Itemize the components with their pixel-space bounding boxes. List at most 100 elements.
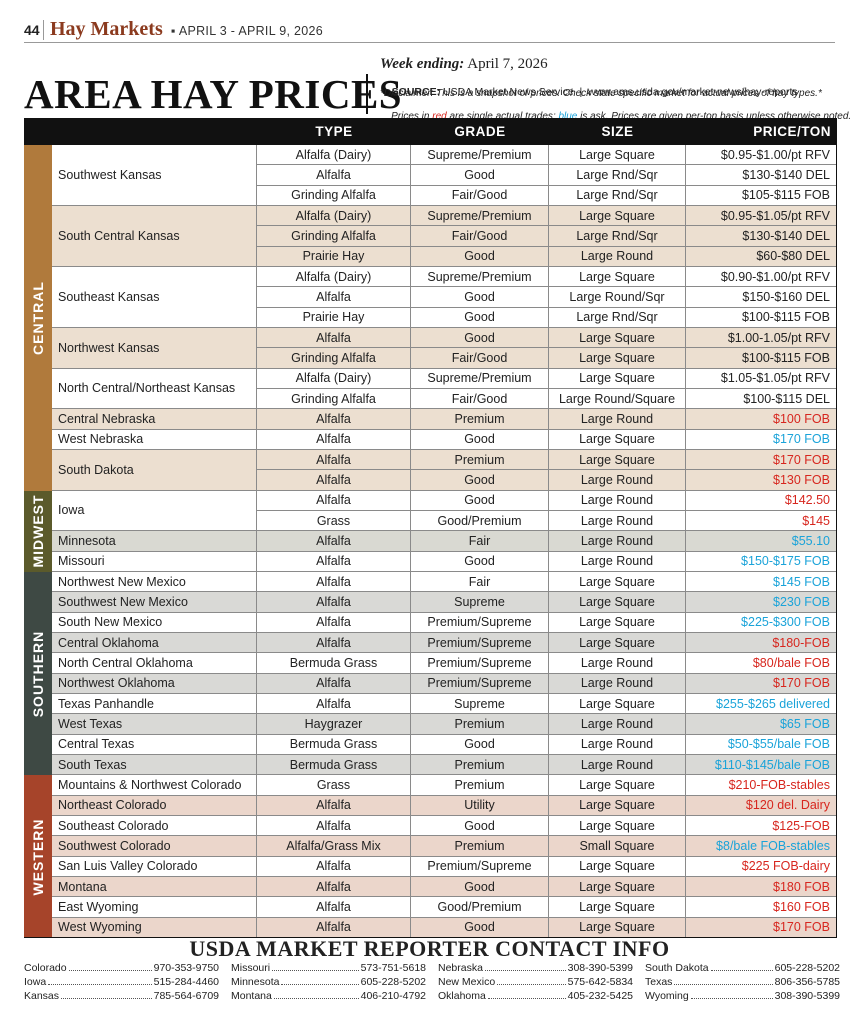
size: Large Square [549, 449, 686, 471]
week-ending: Week ending: April 7, 2026 [380, 56, 548, 73]
size: Large Square [549, 897, 686, 918]
type: Alfalfa [257, 815, 411, 837]
contact: Wyoming 308-390-5399 [645, 990, 840, 1002]
location: South Dakota [52, 449, 257, 491]
grade: Premium [411, 754, 549, 776]
type: Alfalfa [257, 287, 411, 308]
column-header: GRADE [454, 124, 506, 139]
price: $255-$265 delivered [686, 693, 837, 715]
type: Alfalfa [257, 612, 411, 633]
grade: Premium [411, 714, 549, 735]
contact: New Mexico 575-642-5834 [438, 976, 633, 988]
issue-dates: ▪ APRIL 3 - APRIL 9, 2026 [171, 24, 324, 38]
size: Large Square [549, 612, 686, 633]
size: Large Square [549, 429, 686, 450]
contact-state: Colorado [24, 962, 67, 974]
grade: Supreme/Premium [411, 145, 549, 166]
price: $170 FOB [686, 673, 837, 694]
price: $80/bale FOB [686, 653, 837, 674]
size: Large Square [549, 327, 686, 349]
grade: Fair/Good [411, 185, 549, 206]
contact: Minnesota 605-228-5202 [231, 976, 426, 988]
price: $125-FOB [686, 815, 837, 837]
contact: Kansas 785-564-6709 [24, 990, 219, 1002]
leader [61, 990, 152, 999]
grade: Good [411, 551, 549, 572]
price: $0.90-$1.00/pt RFV [686, 266, 837, 288]
price: $142.50 [686, 490, 837, 511]
price: $65 FOB [686, 714, 837, 735]
type: Alfalfa [257, 409, 411, 430]
grade: Premium/Supreme [411, 612, 549, 633]
grade: Premium [411, 775, 549, 796]
size: Large Square [549, 856, 686, 877]
type: Alfalfa [257, 449, 411, 471]
leader [484, 962, 566, 971]
disclaimer: *Disclaimer: This is a snapshot of price… [380, 88, 822, 99]
leader [497, 976, 566, 985]
type: Alfalfa [257, 632, 411, 654]
price: $100 FOB [686, 409, 837, 430]
type: Grinding Alfalfa [257, 388, 411, 410]
price: $1.05-$1.05/pt RFV [686, 368, 837, 389]
type: Prairie Hay [257, 246, 411, 267]
grade: Good/Premium [411, 510, 549, 532]
size: Small Square [549, 836, 686, 857]
contact: Texas 806-356-5785 [645, 976, 840, 988]
contacts-title: USDA MARKET REPORTER CONTACT INFO [189, 936, 670, 961]
type: Alfalfa [257, 673, 411, 694]
price: $230 FOB [686, 592, 837, 613]
type: Alfalfa [257, 470, 411, 491]
location: Northwest New Mexico [52, 571, 257, 593]
type: Alfalfa [257, 327, 411, 349]
contact-phone: 605-228-5202 [360, 976, 426, 988]
location: South Texas [52, 754, 257, 776]
price: $210-FOB-stables [686, 775, 837, 796]
size: Large Round/Sqr [549, 287, 686, 308]
type: Alfalfa (Dairy) [257, 266, 411, 288]
source-label: SOURCE: [391, 86, 441, 98]
region-band [24, 571, 52, 776]
type: Alfalfa [257, 429, 411, 450]
size: Large Round [549, 246, 686, 267]
contact-phone: 575-642-5834 [567, 976, 633, 988]
location: Southwest New Mexico [52, 592, 257, 613]
contact-state: Missouri [231, 962, 271, 974]
size: Large Square [549, 145, 686, 166]
type: Alfalfa [257, 165, 411, 186]
contact: Missouri 573-751-5618 [231, 962, 426, 974]
size: Large Round/Square [549, 388, 686, 410]
contact-phone: 406-210-4792 [360, 990, 426, 1002]
page-title: AREA HAY PRICES [24, 71, 403, 117]
size: Large Square [549, 571, 686, 593]
note-blue: blue [558, 111, 578, 122]
location: Central Texas [52, 734, 257, 755]
type: Alfalfa (Dairy) [257, 205, 411, 227]
type: Grinding Alfalfa [257, 226, 411, 247]
location: East Wyoming [52, 897, 257, 918]
price: $150-$160 DEL [686, 287, 837, 308]
size: Large Square [549, 266, 686, 288]
type: Bermuda Grass [257, 653, 411, 674]
price: $50-$55/bale FOB [686, 734, 837, 755]
size: Large Round [549, 470, 686, 491]
location: Southwest Kansas [52, 145, 257, 206]
grade: Good [411, 815, 549, 837]
grade: Good [411, 246, 549, 267]
price: $150-$175 FOB [686, 551, 837, 572]
price: $160 FOB [686, 897, 837, 918]
size: Large Rnd/Sqr [549, 165, 686, 186]
price: $170 FOB [686, 429, 837, 450]
note-red: red [432, 111, 447, 122]
contact-phone: 573-751-5618 [360, 962, 426, 974]
column-header: SIZE [601, 124, 634, 139]
source: SOURCE: USDA Market News Service | www.a… [380, 74, 798, 110]
type: Grass [257, 775, 411, 796]
size: Large Round [549, 551, 686, 572]
price: $145 [686, 510, 837, 532]
week-ending-label: Week ending: [380, 56, 465, 72]
contact-state: Wyoming [645, 990, 689, 1002]
contact: South Dakota 605-228-5202 [645, 962, 840, 974]
type: Haygrazer [257, 714, 411, 735]
